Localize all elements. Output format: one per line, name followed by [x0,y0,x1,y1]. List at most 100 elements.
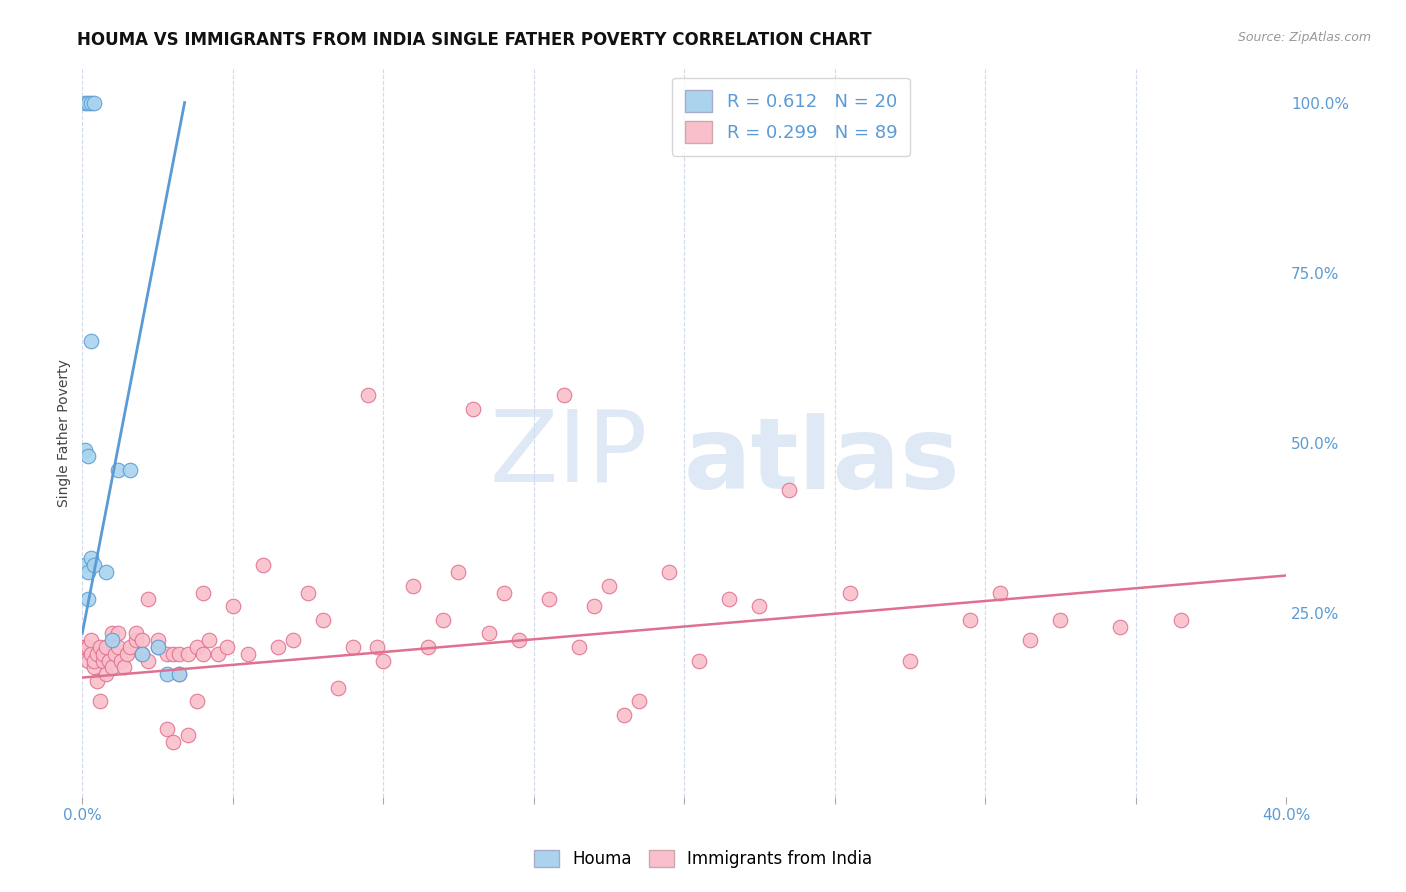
Point [1049,613,1071,627]
Point [191,647,214,661]
Point [80,647,103,661]
Point [77,450,100,464]
Point [267,640,290,654]
Point [418,640,440,654]
Point [101,626,124,640]
Point [125,626,148,640]
Point [627,694,650,708]
Point [80,334,103,348]
Point [112,660,135,674]
Point [898,654,921,668]
Legend: Houma, Immigrants from India: Houma, Immigrants from India [527,843,879,875]
Legend: R = 0.612   N = 20, R = 0.299   N = 89: R = 0.612 N = 20, R = 0.299 N = 89 [672,78,910,156]
Point [89,640,111,654]
Point [77,592,100,607]
Point [186,640,208,654]
Point [98,654,121,668]
Point [117,647,139,661]
Point [120,640,142,654]
Point [613,708,636,723]
Point [125,633,148,648]
Point [86,673,108,688]
Point [297,585,319,599]
Point [162,647,184,661]
Point [77,654,100,668]
Point [463,401,485,416]
Point [83,654,105,668]
Point [155,667,177,681]
Point [357,388,380,402]
Point [658,565,681,579]
Point [447,565,470,579]
Point [162,735,184,749]
Point [93,647,115,661]
Point [838,585,860,599]
Point [80,551,103,566]
Point [236,647,259,661]
Point [167,647,190,661]
Point [131,647,153,661]
Point [80,95,103,110]
Point [138,654,160,668]
Point [96,667,118,681]
Point [93,654,115,668]
Point [312,613,335,627]
Point [75,640,97,654]
Point [110,654,132,668]
Point [75,442,97,457]
Point [77,640,100,654]
Point [75,558,97,573]
Point [146,640,169,654]
Point [207,647,229,661]
Point [176,728,198,742]
Point [281,633,304,648]
Point [107,463,129,477]
Y-axis label: Single Father Poverty: Single Father Poverty [58,359,72,507]
Point [83,660,105,674]
Point [120,463,142,477]
Point [146,640,169,654]
Point [77,95,100,110]
Point [96,565,118,579]
Point [959,613,981,627]
Point [492,585,515,599]
Point [83,558,105,573]
Point [326,681,349,695]
Point [167,667,190,681]
Point [197,633,219,648]
Point [477,626,499,640]
Point [131,633,153,648]
Point [598,579,620,593]
Point [101,660,124,674]
Point [131,647,153,661]
Point [373,654,395,668]
Point [688,654,710,668]
Point [101,633,124,648]
Point [988,585,1011,599]
Point [252,558,274,573]
Point [186,694,208,708]
Text: Source: ZipAtlas.com: Source: ZipAtlas.com [1237,31,1371,45]
Point [537,592,560,607]
Point [432,613,454,627]
Point [77,565,100,579]
Point [191,585,214,599]
Point [568,640,591,654]
Point [748,599,770,614]
Point [718,592,741,607]
Point [155,647,177,661]
Text: HOUMA VS IMMIGRANTS FROM INDIA SINGLE FATHER POVERTY CORRELATION CHART: HOUMA VS IMMIGRANTS FROM INDIA SINGLE FA… [77,31,872,49]
Text: ZIP: ZIP [489,406,648,503]
Point [72,640,94,654]
Point [1019,633,1042,648]
Point [146,633,169,648]
Point [215,640,238,654]
Point [96,640,118,654]
Point [1170,613,1192,627]
Text: atlas: atlas [685,413,960,510]
Point [83,95,105,110]
Point [155,722,177,736]
Point [222,599,245,614]
Point [402,579,425,593]
Point [553,388,575,402]
